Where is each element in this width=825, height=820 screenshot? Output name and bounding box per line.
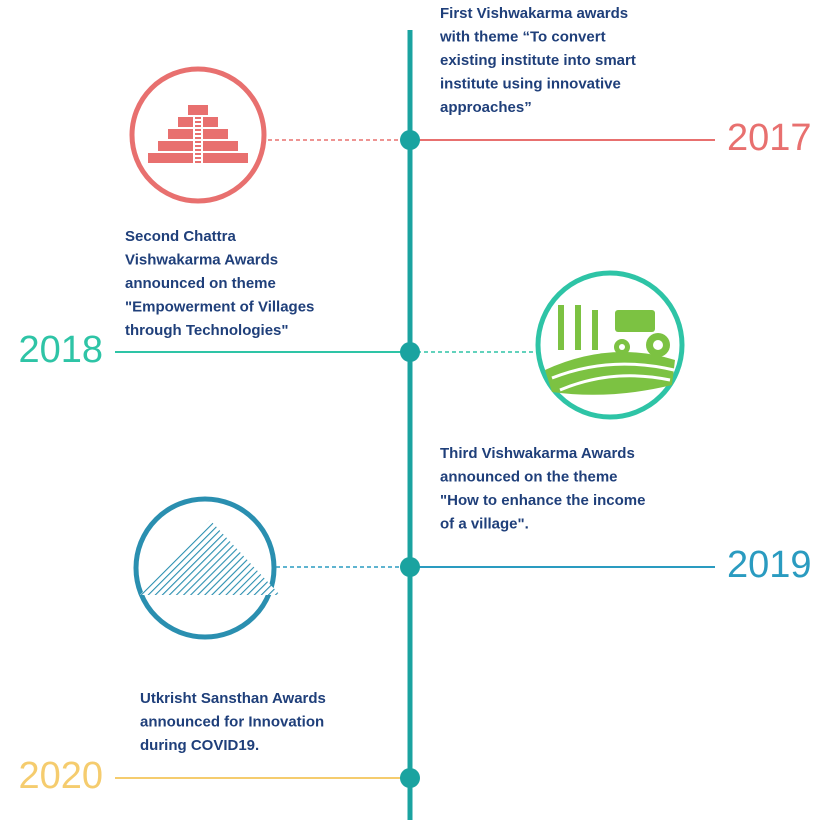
event-text: existing institute into smart: [440, 52, 636, 69]
event-text: Second Chattra: [125, 228, 237, 245]
timeline: 2017 First Vishwakarma awards with theme “…: [0, 0, 825, 820]
event-text: "How to enhance the income: [440, 492, 645, 509]
event-text: announced on the theme: [440, 469, 618, 486]
event-text: through Technologies": [125, 322, 289, 339]
timeline-dot: [400, 557, 420, 577]
year-label: 2018: [18, 329, 103, 371]
pyramid-icon: [132, 69, 264, 201]
event-text: "Empowerment of Villages: [125, 299, 314, 316]
timeline-dot: [400, 342, 420, 362]
timeline-dot: [400, 130, 420, 150]
year-label: 2017: [727, 117, 812, 159]
event-text: Vishwakarma Awards: [125, 252, 278, 269]
year-label: 2020: [18, 755, 103, 797]
event-text: announced on theme: [125, 275, 276, 292]
farm-icon: [538, 273, 682, 417]
event-text: with theme “To convert: [439, 29, 606, 46]
event-text: approaches”: [440, 99, 532, 116]
event-text: of a village".: [440, 516, 529, 533]
event-text: announced for Innovation: [140, 714, 324, 731]
event-text: Third Vishwakarma Awards: [440, 445, 635, 462]
event-text: institute using innovative: [440, 76, 621, 93]
timeline-dot: [400, 768, 420, 788]
glass-pyramid-icon: [136, 499, 280, 637]
event-text: Utkrisht Sansthan Awards: [140, 690, 326, 707]
year-label: 2019: [727, 544, 812, 586]
event-text: First Vishwakarma awards: [440, 5, 628, 22]
event-text: during COVID19.: [140, 737, 259, 754]
